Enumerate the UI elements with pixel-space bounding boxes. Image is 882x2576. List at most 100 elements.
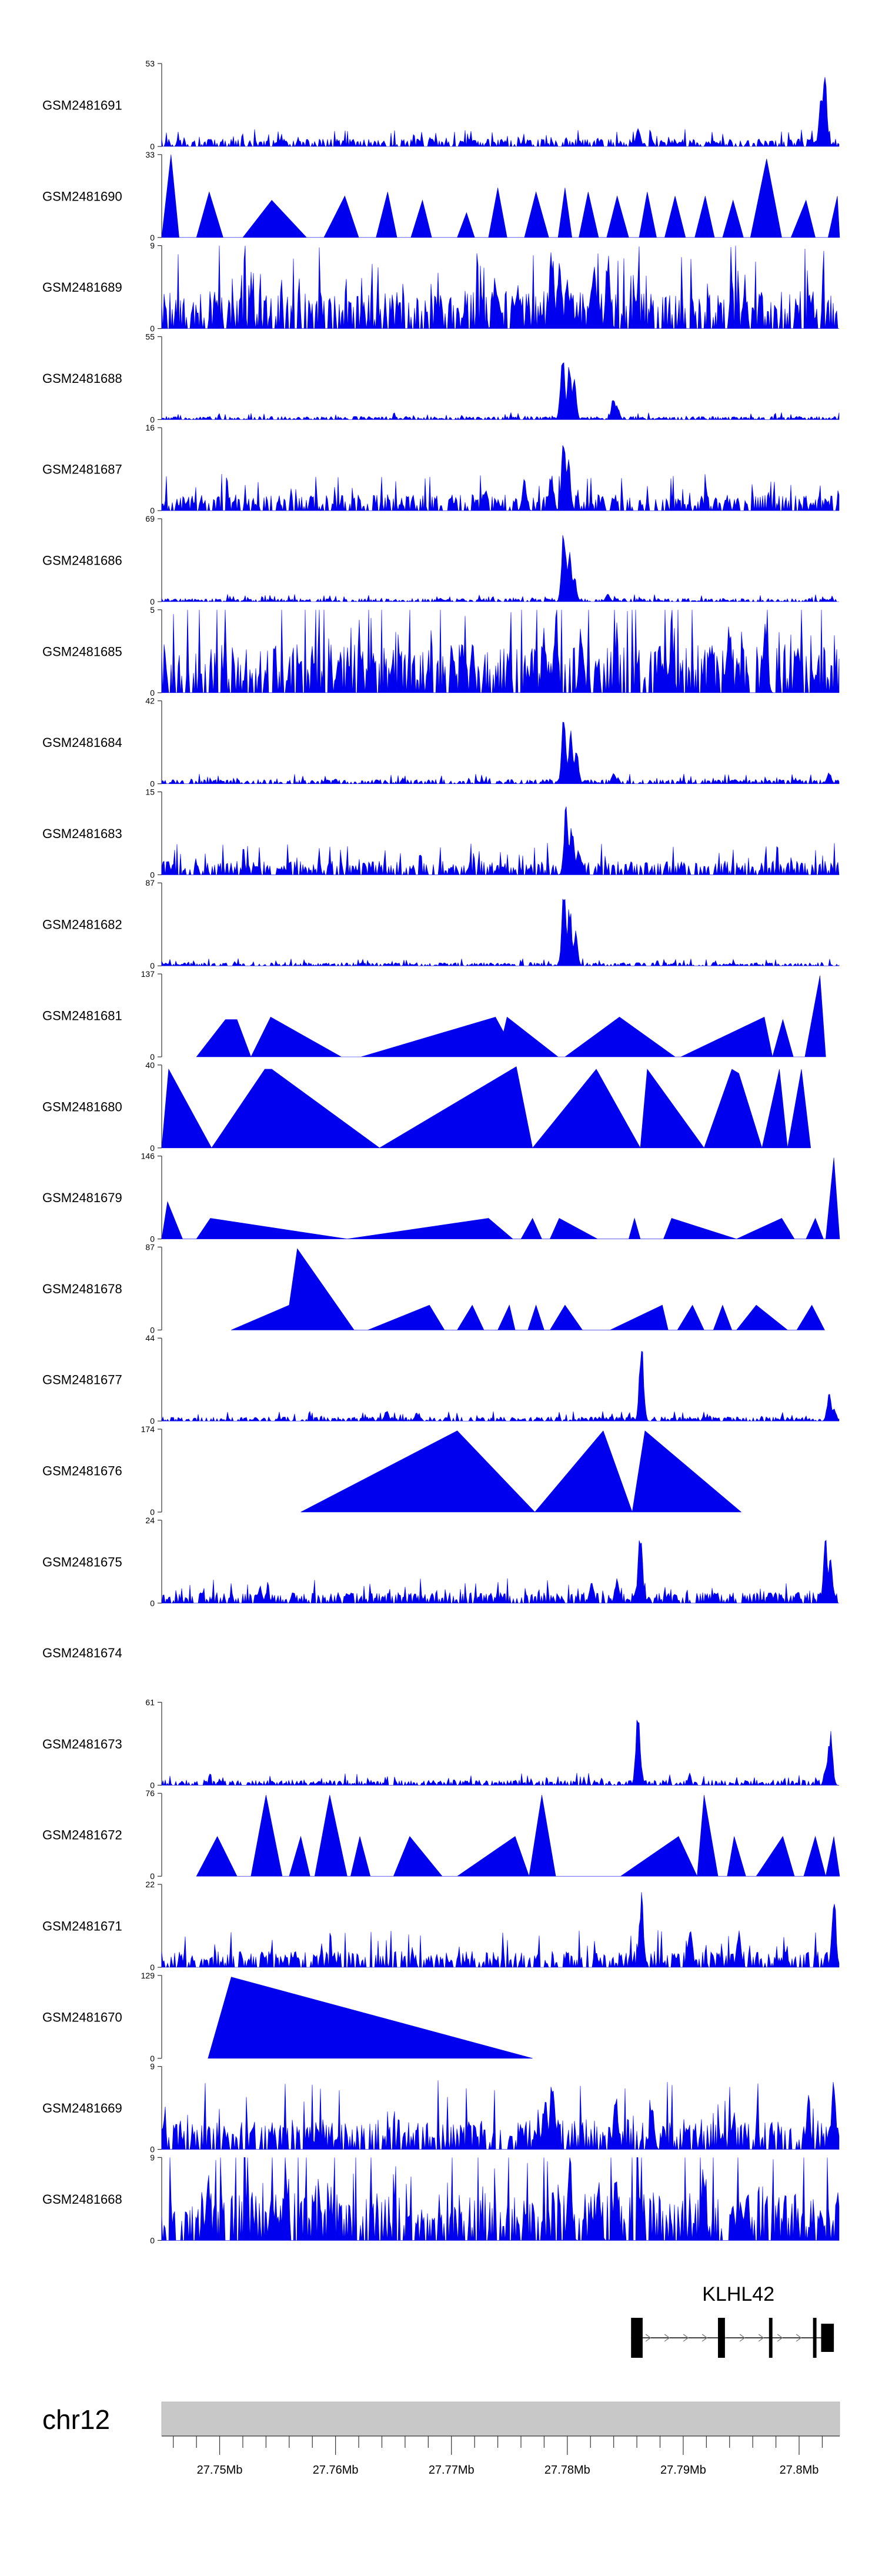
track-GSM2481672: GSM2481672 76 0 <box>42 1788 840 1881</box>
y-min-label: 0 <box>150 2145 155 2154</box>
track-label: GSM2481687 <box>42 462 122 477</box>
track-GSM2481676: GSM2481676 174 0 <box>42 1424 742 1517</box>
signal-area <box>161 362 840 421</box>
track-label: GSM2481683 <box>42 826 122 841</box>
y-min-label: 0 <box>150 142 155 151</box>
track-GSM2481681: GSM2481681 137 0 <box>42 969 826 1062</box>
y-min-label: 0 <box>150 1416 155 1426</box>
strand-arrow-icon <box>758 2334 764 2342</box>
x-tick-label: 27.79Mb <box>660 2464 706 2477</box>
signal-area <box>161 722 840 785</box>
y-max-label: 22 <box>145 1880 155 1889</box>
gene-exon <box>631 2318 643 2358</box>
signal-area <box>161 1892 840 1968</box>
y-min-label: 0 <box>150 324 155 333</box>
x-tick-label: 27.76Mb <box>313 2464 359 2477</box>
track-label: GSM2481685 <box>42 644 122 659</box>
strand-arrow-icon <box>796 2334 802 2342</box>
track-GSM2481677: GSM2481677 44 0 <box>42 1333 840 1426</box>
gene-exon <box>821 2324 834 2352</box>
y-max-label: 87 <box>145 878 155 887</box>
signal-area <box>161 1720 840 1786</box>
signal-area <box>161 1157 840 1239</box>
signal-area <box>196 975 826 1057</box>
track-GSM2481671: GSM2481671 22 0 <box>42 1880 840 1972</box>
chromosome-label: chr12 <box>42 2404 110 2435</box>
track-GSM2481674: GSM2481674 <box>42 1646 122 1660</box>
gene-exon <box>813 2318 817 2358</box>
track-label: GSM2481674 <box>42 1646 122 1660</box>
y-min-label: 0 <box>150 688 155 698</box>
y-max-label: 33 <box>145 150 155 159</box>
track-label: GSM2481682 <box>42 917 122 932</box>
strand-arrow-icon <box>645 2334 652 2342</box>
y-min-label: 0 <box>150 1780 155 1790</box>
track-label: GSM2481688 <box>42 371 122 386</box>
signal-area <box>161 445 840 512</box>
track-label: GSM2481670 <box>42 2010 122 2024</box>
track-GSM2481682: GSM2481682 87 0 <box>42 878 840 970</box>
y-max-label: 44 <box>145 1333 155 1343</box>
signal-area <box>196 1794 840 1877</box>
signal-area <box>161 1066 811 1149</box>
track-label: GSM2481689 <box>42 280 122 295</box>
y-max-label: 55 <box>145 332 155 341</box>
track-GSM2481690: GSM2481690 33 0 <box>42 150 840 242</box>
track-label: GSM2481679 <box>42 1190 122 1205</box>
signal-area <box>161 2157 840 2241</box>
x-tick-label: 27.78Mb <box>544 2464 590 2477</box>
x-tick-label: 27.8Mb <box>780 2464 819 2477</box>
y-min-label: 0 <box>150 1234 155 1244</box>
track-label: GSM2481669 <box>42 2101 122 2115</box>
y-min-label: 0 <box>150 2054 155 2063</box>
y-max-label: 16 <box>145 423 155 432</box>
y-min-label: 0 <box>150 415 155 424</box>
track-label: GSM2481677 <box>42 1373 122 1387</box>
track-label: GSM2481671 <box>42 1919 122 1934</box>
y-max-label: 53 <box>145 59 155 68</box>
y-max-label: 137 <box>141 969 155 979</box>
track-GSM2481685: GSM2481685 5 0 <box>42 605 840 698</box>
track-label: GSM2481668 <box>42 2192 122 2207</box>
track-GSM2481686: GSM2481686 69 0 <box>42 514 839 606</box>
signal-area <box>161 1350 840 1422</box>
y-max-label: 9 <box>150 2062 155 2071</box>
y-min-label: 0 <box>150 1325 155 1334</box>
y-max-label: 15 <box>145 787 155 796</box>
signal-area <box>161 898 840 967</box>
signal-area <box>161 76 840 148</box>
gene-name-label: KLHL42 <box>702 2283 774 2305</box>
strand-arrow-icon <box>777 2334 783 2342</box>
y-max-label: 87 <box>145 1242 155 1252</box>
track-GSM2481689: GSM2481689 9 0 <box>42 241 839 333</box>
track-label: GSM2481680 <box>42 1099 122 1114</box>
track-GSM2481687: GSM2481687 16 0 <box>42 423 840 515</box>
signal-area <box>161 806 840 876</box>
y-min-label: 0 <box>150 233 155 242</box>
track-GSM2481673: GSM2481673 61 0 <box>42 1697 840 1790</box>
strand-arrow-icon <box>683 2334 689 2342</box>
track-label: GSM2481673 <box>42 1737 122 1751</box>
track-GSM2481678: GSM2481678 87 0 <box>42 1242 825 1334</box>
gene-exon <box>769 2318 773 2358</box>
signal-area <box>161 245 839 329</box>
y-max-label: 9 <box>150 241 155 251</box>
y-max-label: 61 <box>145 1697 155 1707</box>
track-label: GSM2481684 <box>42 735 122 750</box>
signal-area <box>161 2080 840 2150</box>
track-GSM2481691: GSM2481691 53 0 <box>42 59 840 151</box>
track-label: GSM2481691 <box>42 98 122 113</box>
track-GSM2481680: GSM2481680 40 0 <box>42 1060 811 1153</box>
y-max-label: 40 <box>145 1060 155 1070</box>
y-max-label: 174 <box>141 1424 155 1434</box>
signal-area <box>161 1540 840 1604</box>
signal-area <box>161 535 839 603</box>
track-GSM2481684: GSM2481684 42 0 <box>42 696 840 789</box>
y-min-label: 0 <box>150 2235 155 2245</box>
y-min-label: 0 <box>150 1507 155 1517</box>
signal-tracks: GSM2481691530GSM2481690330GSM248168990GS… <box>42 59 840 2245</box>
track-label: GSM2481675 <box>42 1554 122 1569</box>
y-max-label: 146 <box>141 1152 155 1161</box>
track-label: GSM2481681 <box>42 1009 122 1023</box>
